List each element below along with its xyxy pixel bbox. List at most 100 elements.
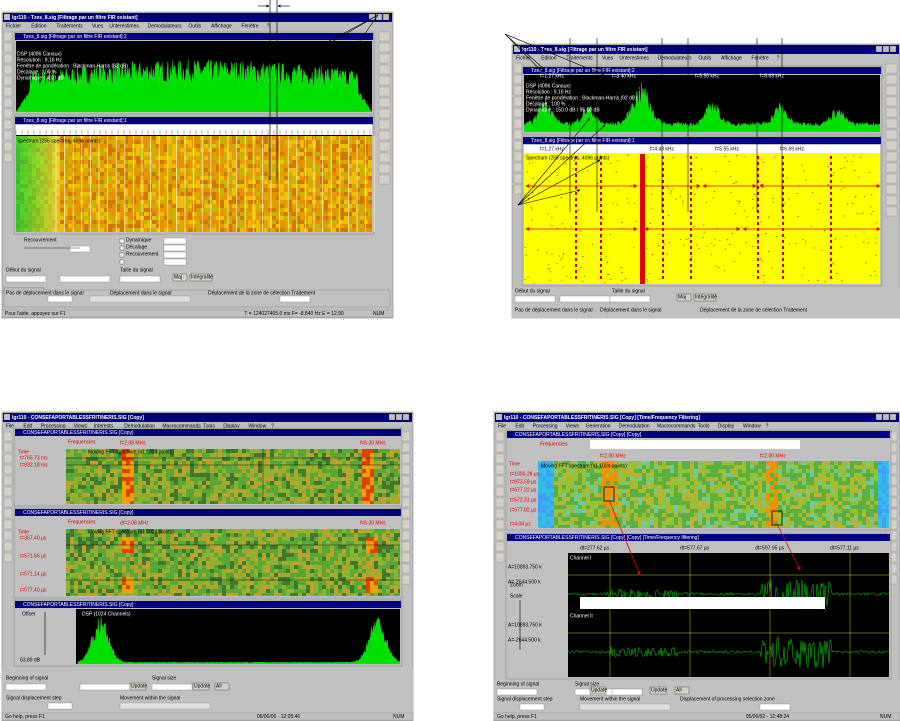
- spectrogram-cell: [156, 176, 160, 180]
- spectrogram-cell: [66, 481, 70, 485]
- spectrogram-cell: [138, 461, 142, 465]
- spectrogram-cell: [374, 453, 378, 457]
- spectrogram-cell: [316, 160, 320, 164]
- spectrogram-cell: [194, 589, 198, 593]
- spectrogram-cell: [194, 573, 198, 577]
- spectrogram-cell: [242, 589, 246, 593]
- spectrogram-cell: [254, 553, 258, 557]
- spectrogram-cell: [94, 465, 98, 469]
- speckle: [776, 236, 778, 237]
- spectrogram-cell: [250, 573, 254, 577]
- spectrogram-cell: [368, 180, 372, 184]
- spectrogram-cell: [96, 216, 100, 220]
- spectrogram-cell: [352, 192, 356, 196]
- spectrogram-cell: [306, 497, 310, 501]
- spectrogram-cell: [320, 208, 324, 212]
- spectrogram-cell: [314, 457, 318, 461]
- spectrogram-cell: [288, 160, 292, 164]
- spectrogram-cell: [52, 140, 56, 144]
- annotation-arrow: [344, 14, 379, 63]
- spectrogram-cell: [294, 453, 298, 457]
- spectrogram-cell: [230, 565, 234, 569]
- spectrogram-cell: [284, 188, 288, 192]
- spectrogram-cell: [74, 485, 78, 489]
- spectrogram-cell: [368, 196, 372, 200]
- speckle: [714, 238, 716, 240]
- spectrogram-cell: [234, 501, 238, 504]
- spectrogram-cell: [354, 453, 358, 457]
- spectrogram-cell: [198, 497, 202, 501]
- spectrogram-cell: [250, 569, 254, 573]
- spectrogram-cell: [170, 545, 174, 549]
- spectrogram-cell: [262, 529, 266, 533]
- spectrogram-cell: [128, 168, 132, 172]
- spectrogram-cell: [202, 561, 206, 565]
- spectrogram-cell: [124, 204, 128, 208]
- spectrogram-cell: [366, 489, 370, 493]
- spectrogram-cell: [124, 148, 128, 152]
- spectrogram-cell: [350, 449, 354, 453]
- spectrogram-cell: [356, 176, 360, 180]
- spectrogram-cell: [176, 176, 180, 180]
- spectrogram-cell: [74, 549, 78, 553]
- spectrogram-cell: [196, 188, 200, 192]
- spectrogram-cell: [336, 156, 340, 160]
- spectrogram-cell: [374, 485, 378, 489]
- spectrogram-cell: [172, 212, 176, 216]
- spectrogram-cell: [60, 136, 64, 140]
- spectrogram-cell: [60, 188, 64, 192]
- speckle: [735, 181, 738, 183]
- spectrogram-cell: [44, 216, 48, 220]
- spectrogram-cell: [32, 192, 36, 196]
- spectrogram-cell: [350, 489, 354, 493]
- spectrogram-cell: [96, 224, 100, 228]
- toolbar-button: [3, 431, 13, 442]
- speckle: [548, 268, 551, 270]
- speckle: [651, 193, 653, 195]
- toolbar-button: [3, 453, 13, 464]
- spectrogram-cell: [264, 148, 268, 152]
- spectrogram-cell: [170, 581, 174, 585]
- spectrogram-cell: [138, 485, 142, 489]
- spectrogram-cell: [92, 228, 96, 232]
- spectrogram-cell: [302, 473, 306, 477]
- spectrogram-cell: [68, 188, 72, 192]
- spectrogram-cell: [206, 585, 210, 589]
- spectrogram-cell: [234, 529, 238, 533]
- spectrogram-cell: [250, 549, 254, 553]
- spectrogram-cell: [354, 457, 358, 461]
- spectrogram-cell: [86, 477, 90, 481]
- spectrogram-cell: [226, 449, 230, 453]
- spectrogram-cell: [76, 168, 80, 172]
- spectrogram-cell: [138, 573, 142, 577]
- spectrogram-cell: [296, 208, 300, 212]
- spectrogram-cell: [304, 160, 308, 164]
- spectrogram-cell: [260, 228, 264, 232]
- spectrogram-cell: [212, 208, 216, 212]
- spectrogram-cell: [104, 216, 108, 220]
- spectrogram-cell: [148, 148, 152, 152]
- spectrogram-cell: [36, 188, 40, 192]
- spectrogram-cell: [78, 489, 82, 493]
- spectrogram-cell: [234, 481, 238, 485]
- spectrogram-cell: [386, 461, 390, 465]
- spectrogram-cell: [208, 192, 212, 196]
- spectrogram-cell: [240, 144, 244, 148]
- spectrogram-cell: [72, 220, 76, 224]
- spectrogram-cell: [246, 449, 250, 453]
- spectrogram-cell: [136, 184, 140, 188]
- spectrogram-cell: [106, 549, 110, 553]
- spectrogram-cell: [286, 449, 290, 453]
- spectrogram-cell: [258, 565, 262, 569]
- spectrogram-cell: [242, 485, 246, 489]
- speckle: [556, 182, 558, 184]
- spectrogram-cell: [64, 188, 68, 192]
- axis-area: [66, 517, 400, 529]
- spectrogram-cell: [214, 577, 218, 581]
- speckle: [875, 254, 877, 256]
- signal-band: [575, 168, 577, 171]
- window-button: [882, 45, 890, 53]
- spectrogram-cell: [242, 481, 246, 485]
- signal-band: [757, 258, 759, 261]
- spectrogram-cell: [248, 224, 252, 228]
